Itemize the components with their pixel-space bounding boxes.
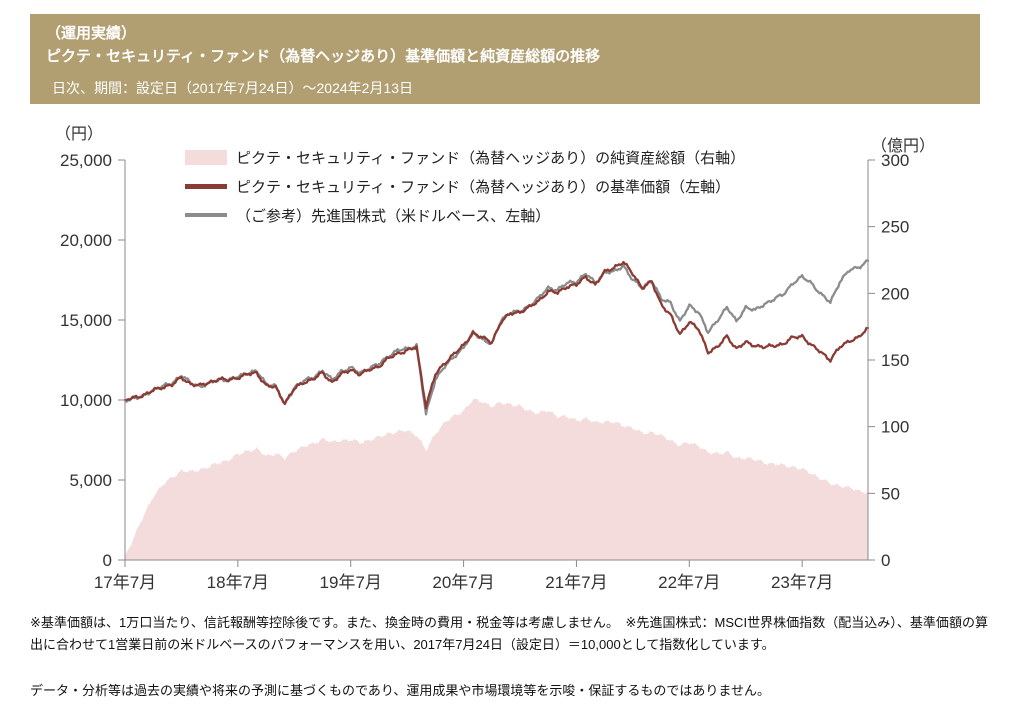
right-axis-tick-label: 50: [881, 484, 900, 503]
right-axis-tick-label: 200: [881, 284, 909, 303]
legend-label-nav: ピクテ・セキュリティ・ファンド（為替ヘッジあり）の基準価額（左軸）: [236, 178, 731, 196]
right-axis-tick-label: 100: [881, 418, 909, 437]
net-assets-area: [125, 398, 868, 560]
chart: （円） （億円） 0 5,000 10,000 15,000 20,000 25,000 0…: [25, 110, 985, 610]
legend-swatch-nav-line-icon: [185, 183, 227, 189]
legend-label-index: （ご参考）先進国株式（米ドルベース、左軸）: [236, 207, 551, 225]
right-axis-tick-label: 250: [881, 218, 909, 237]
left-axis-tick-label: 15,000: [60, 311, 112, 330]
index-line: [123, 259, 870, 416]
legend-label-net-assets: ピクテ・セキュリティ・ファンド（為替ヘッジあり）の純資産総額（右軸）: [236, 149, 746, 167]
header-title: ピクテ・セキュリティ・ファンド（為替ヘッジあり）基準価額と純資産総額の推移: [46, 47, 601, 65]
x-axis-tick-label: 20年7月: [432, 573, 494, 592]
legend-item-index: （ご参考）先進国株式（米ドルベース、左軸）: [185, 204, 745, 226]
chart-legend: ピクテ・セキュリティ・ファンド（為替ヘッジあり）の純資産総額（右軸） ピクテ・セ…: [185, 146, 745, 233]
chart-svg: 0 5,000 10,000 15,000 20,000 25,000 0 50 100 150 2…: [60, 151, 909, 592]
x-axis-tick-label: 19年7月: [320, 573, 382, 592]
footnote-nav-disclaimer: ※基準価額は、1万口当たり、信託報酬等控除後です。また、換金時の費用・税金等は考…: [30, 615, 988, 653]
x-axis-tick-label: 23年7月: [771, 573, 833, 592]
right-axis-tick-label: 300: [881, 151, 909, 170]
x-axis-tick-label: 18年7月: [207, 573, 269, 592]
legend-swatch-area-icon: [185, 149, 227, 165]
legend-item-net-assets: ピクテ・セキュリティ・ファンド（為替ヘッジあり）の純資産総額（右軸）: [185, 146, 745, 168]
x-axis-tick-label: 21年7月: [545, 573, 607, 592]
left-axis-tick-label: 25,000: [60, 151, 112, 170]
x-axis-tick-label: 22年7月: [658, 573, 720, 592]
left-axis-tick-label: 5,000: [69, 471, 112, 490]
nav-line: [123, 260, 870, 410]
header-banner: （運用実績） ピクテ・セキュリティ・ファンド（為替ヘッジあり）基準価額と純資産総…: [30, 14, 980, 104]
footnote-data-disclaimer: データ・分析等は過去の実績や将来の予測に基づくものであり、運用成果や市場環境等を…: [30, 683, 770, 698]
left-axis-tick-label: 20,000: [60, 231, 112, 250]
right-axis-unit-label: （億円）: [871, 138, 936, 155]
legend-item-nav: ピクテ・セキュリティ・ファンド（為替ヘッジあり）の基準価額（左軸）: [185, 175, 745, 197]
right-axis-tick-label: 0: [881, 551, 890, 570]
right-axis-tick-label: 150: [881, 351, 909, 370]
left-axis-tick-label: 10,000: [60, 391, 112, 410]
header-section-label: （運用実績）: [46, 25, 137, 42]
left-axis-unit-label: （円）: [55, 126, 104, 143]
x-axis-tick-label: 17年7月: [94, 573, 156, 592]
legend-swatch-index-line-icon: [185, 213, 227, 217]
left-axis-tick-label: 0: [103, 551, 112, 570]
header-period: 日次、期間：設定日（2017年7月24日）～2024年2月13日: [52, 80, 414, 96]
